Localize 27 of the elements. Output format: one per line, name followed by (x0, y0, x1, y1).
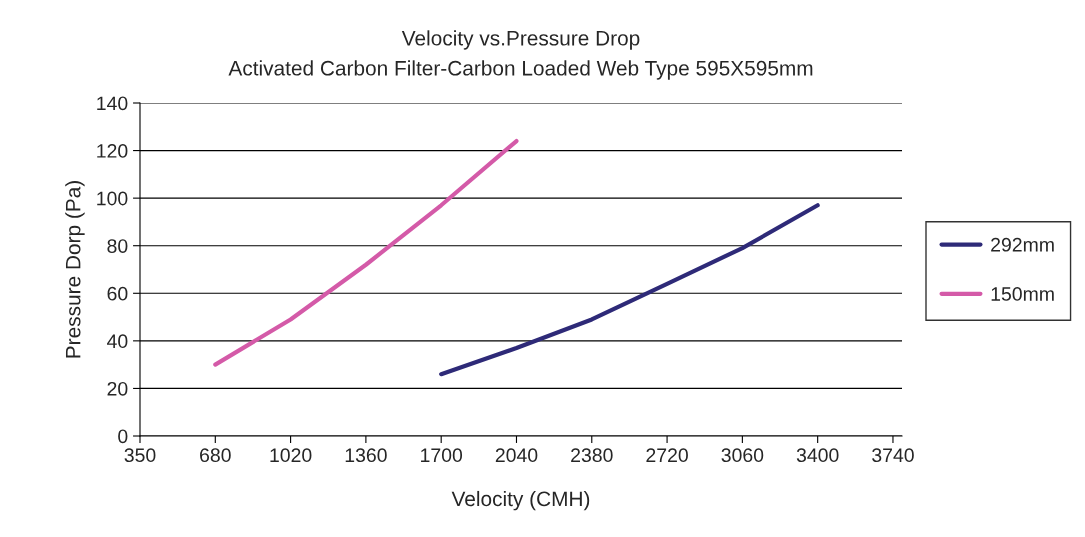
y-tick-label: 100 (97, 191, 128, 206)
x-tick-label: 2720 (646, 448, 688, 463)
x-tick-label: 3740 (872, 448, 914, 463)
chart-subtitle: Activated Carbon Filter-Carbon Loaded Web Type 595X595mm (228, 60, 813, 80)
y-axis-title: Pressure Dorp (Pa) (65, 181, 85, 358)
y-tick-label: 60 (107, 286, 128, 301)
x-tick-label: 1020 (270, 448, 312, 463)
x-tick-label: 350 (124, 448, 156, 463)
legend-label: 292mm (991, 237, 1054, 252)
y-tick-label: 20 (107, 381, 128, 396)
y-tick-label: 140 (97, 96, 128, 111)
x-tick-label: 1700 (421, 448, 463, 463)
y-tick-label: 0 (118, 429, 128, 444)
legend-label: 150mm (991, 287, 1054, 301)
y-tick-label: 120 (97, 144, 128, 158)
line-series (439, 203, 820, 377)
x-tick-label: 1360 (345, 448, 387, 463)
y-tick-label: 80 (107, 239, 128, 253)
x-tick-label: 680 (200, 448, 231, 463)
y-tick-label: 40 (107, 334, 128, 349)
line-series (213, 138, 519, 367)
x-axis-title: Velocity (CMH) (451, 490, 590, 511)
x-tick-label: 3060 (721, 448, 764, 463)
x-tick-label: 3400 (796, 448, 839, 463)
chart-title: Velocity vs.Pressure Drop (401, 30, 640, 50)
x-tick-label: 2040 (495, 448, 538, 463)
x-tick-label: 2380 (571, 448, 613, 463)
